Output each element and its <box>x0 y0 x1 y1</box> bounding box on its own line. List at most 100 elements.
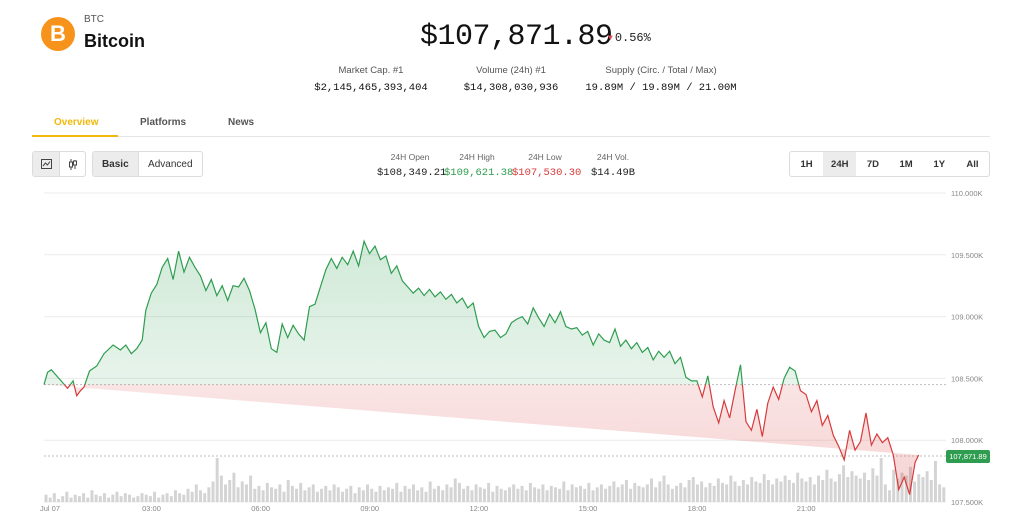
volume-bar <box>194 484 198 502</box>
ohlc-value: $108,349.21 <box>377 167 447 179</box>
volume-bar <box>679 482 683 502</box>
volume-bar <box>478 487 482 502</box>
y-tick-label: 110.000K <box>951 189 983 198</box>
tab-overview[interactable]: Overview <box>54 117 99 128</box>
y-tick-label: 107.500K <box>951 498 983 507</box>
volume-bar <box>537 488 541 502</box>
volume-bar <box>466 485 470 502</box>
volume-bar <box>800 478 804 502</box>
ohlc-label: 24H Vol. <box>596 152 630 162</box>
volume-bar <box>771 484 775 502</box>
x-tick-label: 06:00 <box>251 504 270 513</box>
volume-bar <box>211 481 215 502</box>
x-tick-label: 09:00 <box>360 504 379 513</box>
advanced-button[interactable]: Advanced <box>137 152 202 176</box>
volume-bar <box>428 481 432 502</box>
x-tick-label: 18:00 <box>688 504 707 513</box>
volume-bar <box>61 496 65 502</box>
volume-bar <box>595 487 599 502</box>
volume-bar <box>929 480 933 502</box>
volume-bar <box>140 493 144 502</box>
volume-bar <box>516 488 520 502</box>
volume-bar <box>549 485 553 502</box>
volume-bar <box>395 482 399 502</box>
volume-bar <box>746 484 750 502</box>
tab-platforms[interactable]: Platforms <box>140 117 187 128</box>
ohlc-volume: 24H Vol. $14.49B <box>586 152 640 179</box>
range-1m-button[interactable]: 1M <box>899 158 913 170</box>
candlestick-icon <box>68 158 77 170</box>
volume-bar <box>482 488 486 502</box>
volume-bar <box>257 485 261 502</box>
volume-bar <box>691 477 695 502</box>
volume-bar <box>453 478 457 502</box>
ohlc-open: 24H Open $108,349.21 <box>377 152 447 179</box>
volume-bar <box>44 494 48 502</box>
stat-volume: Volume (24h) #1 $14,308,030,936 <box>411 65 611 94</box>
volume-bar <box>470 490 474 502</box>
basic-button[interactable]: Basic <box>93 152 138 176</box>
ohlc-label: 24H High <box>459 152 495 162</box>
volume-bar <box>228 480 232 502</box>
volume-bar <box>407 488 411 502</box>
volume-bar <box>403 485 407 502</box>
range-1y-button[interactable]: 1Y <box>933 158 946 170</box>
section-tabs: Overview Platforms News <box>32 110 990 137</box>
line-chart-button[interactable] <box>33 152 60 176</box>
volume-bar <box>178 493 182 502</box>
volume-bar <box>474 484 478 502</box>
volume-bar <box>837 474 841 502</box>
volume-bar <box>416 490 420 502</box>
price-chart[interactable]: 110.000K 109.500K 109.000K 108.500K 108.000K… <box>0 185 1024 519</box>
volume-bar <box>775 478 779 502</box>
volume-bar <box>157 497 161 502</box>
volume-bar <box>687 480 691 502</box>
volume-bar <box>629 488 633 502</box>
volume-bar <box>553 487 557 502</box>
stat-value: 19.89M / 19.89M / 21.00M <box>585 82 737 94</box>
volume-bar <box>791 482 795 502</box>
volume-bar <box>462 488 466 502</box>
price-change-value: 0.56% <box>614 31 651 45</box>
range-24h-button[interactable]: 24H <box>823 152 857 176</box>
volume-bar <box>558 488 562 502</box>
volume-bar <box>261 490 265 502</box>
volume-bar <box>566 490 570 502</box>
volume-bar <box>896 478 900 502</box>
volume-bar <box>169 496 173 502</box>
volume-bar <box>86 497 90 502</box>
volume-bar <box>825 469 829 502</box>
range-1h-button[interactable]: 1H <box>800 158 813 170</box>
volume-bar <box>119 496 123 502</box>
volume-bar <box>153 491 157 502</box>
range-7d-button[interactable]: 7D <box>866 158 879 170</box>
price-change: ▼ 0.56% <box>608 31 651 45</box>
volume-bar <box>604 488 608 502</box>
current-price-tag: 107,871.89 <box>946 450 990 463</box>
volume-bar <box>750 477 754 502</box>
volume-bar <box>658 481 662 502</box>
volume-bar <box>399 491 403 502</box>
volume-bar <box>215 458 219 502</box>
volume-bar <box>328 490 332 502</box>
volume-bar <box>324 485 328 502</box>
current-price: $107,871.89 <box>420 20 613 54</box>
volume-bar <box>562 481 566 502</box>
volume-bar <box>854 475 858 502</box>
volume-bar <box>48 497 52 502</box>
tab-news[interactable]: News <box>228 117 255 128</box>
volume-bar <box>173 490 177 502</box>
volume-bar <box>804 481 808 502</box>
volume-bar <box>938 484 942 502</box>
volume-bar <box>533 487 537 502</box>
volume-bar <box>704 487 708 502</box>
volume-bar <box>716 478 720 502</box>
volume-bar <box>411 484 415 502</box>
volume-bar <box>733 481 737 502</box>
candlestick-button[interactable] <box>59 152 85 176</box>
ohlc-label: 24H Low <box>528 152 562 162</box>
volume-bar <box>299 482 303 502</box>
time-range-selector: 1H 24H 7D 1M 1Y All <box>789 151 990 177</box>
range-all-button[interactable]: All <box>966 158 979 170</box>
volume-bar <box>842 465 846 502</box>
